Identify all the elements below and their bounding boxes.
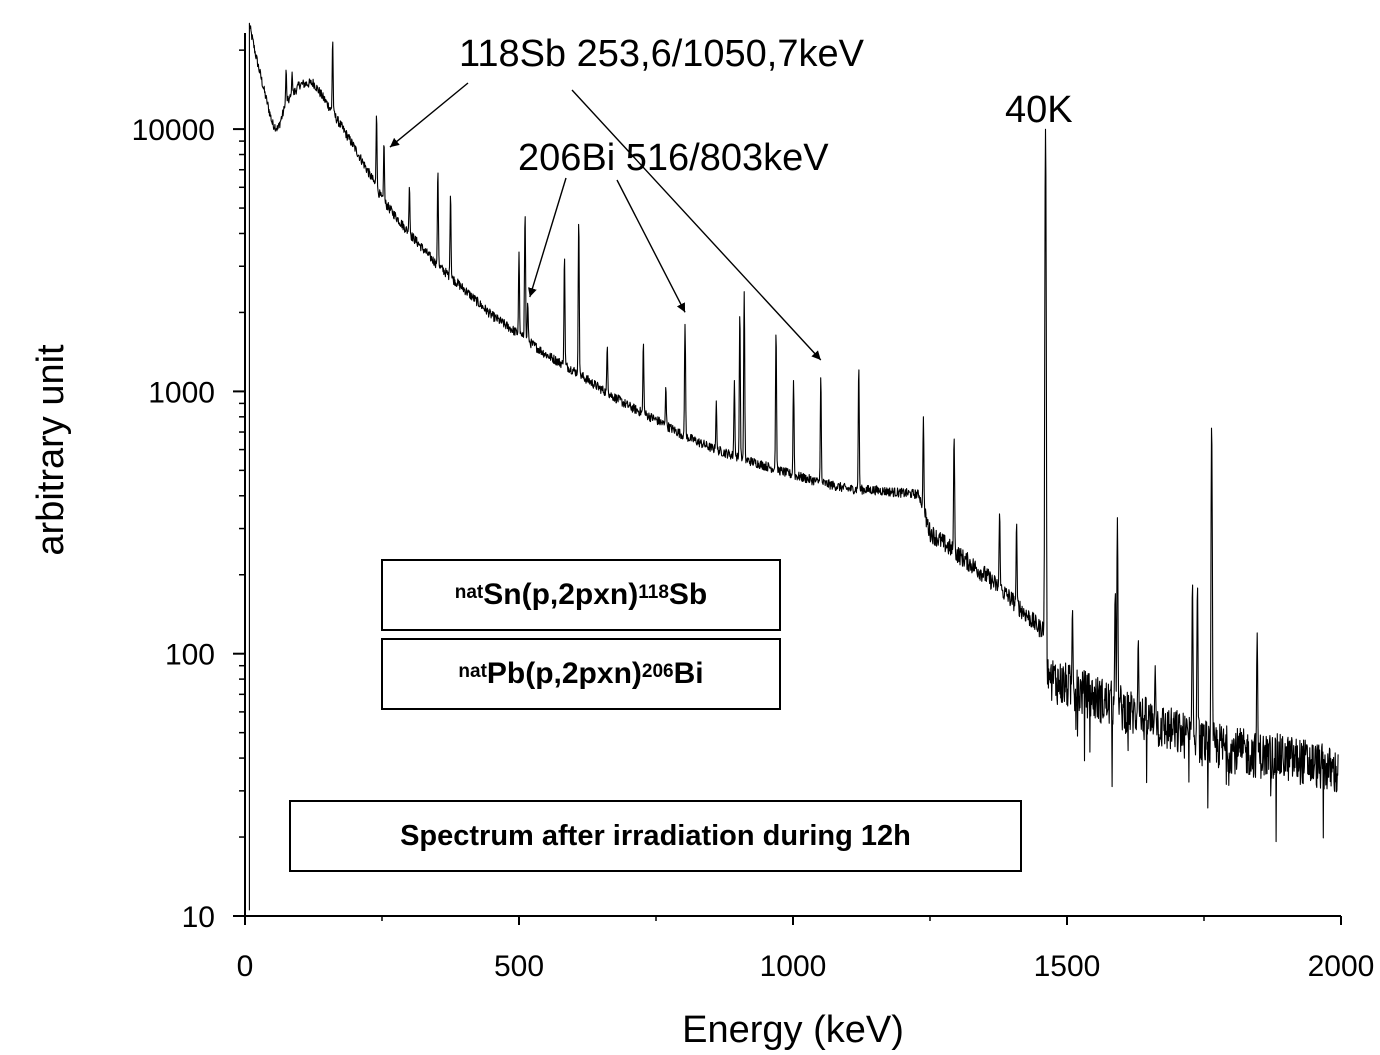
y-tick-label: 10 <box>182 901 215 934</box>
spectrum-line <box>248 22 1339 911</box>
arrow-206bi-516 <box>528 177 567 298</box>
sn-reaction-text: Sn(p,2pxn) <box>483 578 639 611</box>
annotation-206bi: 206Bi 516/803keV <box>518 137 829 179</box>
sn-product-element: Sb <box>668 578 708 611</box>
annotations: 118Sb 253,6/1050,7keV 206Bi 516/803keV 40K <box>389 33 1073 361</box>
x-tick-label: 1000 <box>760 950 827 983</box>
annotation-40k: 40K <box>1005 89 1073 131</box>
x-tick-label: 500 <box>494 950 544 983</box>
pb-reaction-box: nat Pb(p,2pxn) 206 Bi <box>381 638 781 710</box>
x-axis-label: Energy (keV) <box>682 1009 904 1051</box>
y-tick-label: 100 <box>165 639 215 672</box>
y-axis-label: arbitrary unit <box>30 344 72 556</box>
arrow-206bi-803 <box>616 179 686 313</box>
arrow-118sb-253 <box>389 82 469 148</box>
sn-nat-prefix: nat <box>454 582 484 603</box>
pb-product-element: Bi <box>673 657 704 690</box>
pb-mass-number: 206 <box>641 661 674 682</box>
y-tick-label: 1000 <box>148 376 215 409</box>
sn-reaction-box: nat Sn(p,2pxn) 118 Sb <box>381 559 781 631</box>
arrow-118sb-1050 <box>571 89 822 361</box>
pb-reaction-text: Pb(p,2pxn) <box>486 657 642 690</box>
caption-text: Spectrum after irradiation during 12h <box>400 819 911 852</box>
x-tick-label: 2000 <box>1308 950 1375 983</box>
x-tick-label: 0 <box>237 950 254 983</box>
axes: 0 500 1000 1500 2000 10 100 1000 10000 Energy (ke… <box>30 33 1374 1051</box>
pb-nat-prefix: nat <box>458 661 487 682</box>
sn-mass-number: 118 <box>638 582 669 603</box>
plot-area <box>248 22 1339 911</box>
y-tick-label: 10000 <box>132 114 215 147</box>
annotation-118sb: 118Sb 253,6/1050,7keV <box>459 33 865 75</box>
caption-box: Spectrum after irradiation during 12h <box>289 800 1022 872</box>
x-tick-label: 1500 <box>1034 950 1101 983</box>
